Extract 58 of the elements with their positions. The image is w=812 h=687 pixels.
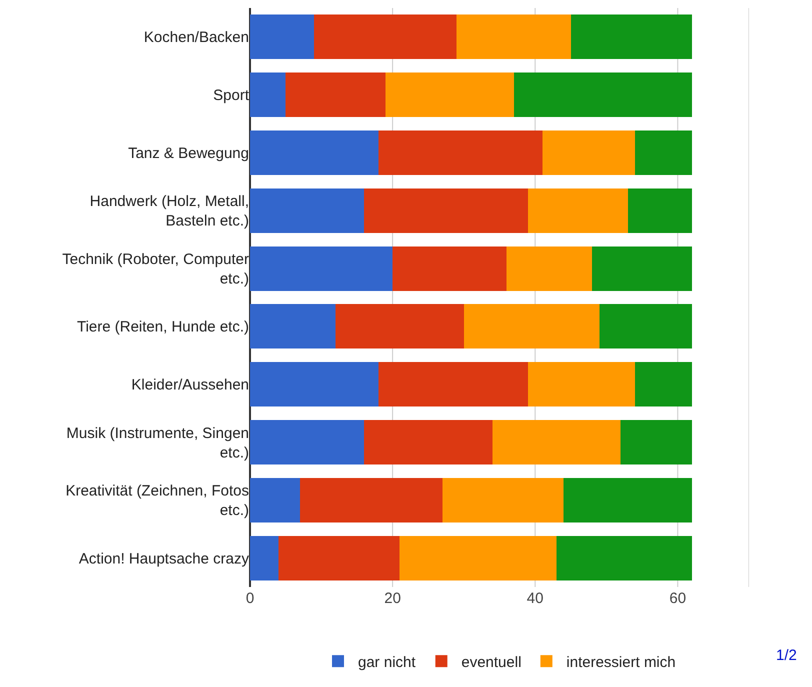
x-tick-label: 40 — [526, 590, 544, 607]
y-tick-label: Handwerk (Holz, Metall, Basteln etc.) — [90, 193, 249, 230]
legend-label: eventuell — [461, 654, 522, 671]
bar — [592, 246, 692, 291]
bar — [492, 420, 621, 465]
x-tick-label: 0 — [246, 590, 254, 607]
bar — [620, 420, 692, 465]
y-tick-label: Musik (Instrumente, Singen etc.) — [66, 424, 249, 462]
bar — [364, 188, 528, 233]
bar — [250, 304, 336, 349]
y-tick-label: Technik (Roboter, Computer etc.) — [62, 251, 249, 288]
bar — [628, 188, 692, 233]
bar — [250, 478, 300, 522]
bar — [542, 130, 635, 176]
bar — [250, 72, 286, 118]
bar — [392, 246, 507, 291]
y-tick-label: Action! Hauptsache crazy — [78, 550, 250, 568]
x-tick-label: 60 — [669, 590, 686, 607]
bar — [250, 14, 314, 60]
text: 1/2 — [776, 647, 797, 664]
bar — [286, 72, 386, 118]
bar — [556, 536, 692, 580]
y-tick-label: Kreativität (Zeichnen, Fotos etc.) — [66, 482, 249, 520]
legend-label: interessiert mich — [566, 654, 676, 671]
y-tick-label: Tiere (Reiten, Hunde etc.) — [76, 318, 249, 336]
bar — [378, 130, 542, 176]
bar — [250, 420, 364, 465]
bar — [634, 130, 692, 176]
bar — [314, 14, 457, 60]
bar — [464, 304, 600, 349]
bar — [442, 478, 564, 522]
bar — [336, 304, 464, 349]
bar — [599, 304, 692, 349]
bar — [564, 478, 692, 522]
bar — [456, 14, 571, 60]
y-tick-label: Sport — [213, 87, 250, 104]
bar — [528, 362, 635, 407]
y-tick-label: Kleider/Aussehen — [131, 376, 249, 394]
bar — [378, 362, 528, 407]
bar — [528, 188, 628, 233]
y-tick-label: Tanz & Bewegung — [128, 145, 249, 162]
bar — [278, 536, 400, 580]
bar — [506, 246, 592, 291]
bar — [250, 130, 378, 176]
bar — [364, 420, 492, 465]
bar — [400, 536, 557, 580]
bar — [634, 362, 692, 407]
bar — [570, 14, 692, 60]
bar — [250, 246, 393, 291]
x-tick-label: 20 — [384, 590, 401, 607]
y-tick-label: Kochen/Backen — [144, 29, 249, 46]
bar — [385, 72, 514, 118]
bar — [300, 478, 442, 522]
bar — [250, 188, 364, 233]
bar — [514, 72, 692, 118]
bar — [250, 536, 279, 580]
bar — [250, 362, 378, 407]
legend-label: gar nicht — [358, 654, 416, 671]
